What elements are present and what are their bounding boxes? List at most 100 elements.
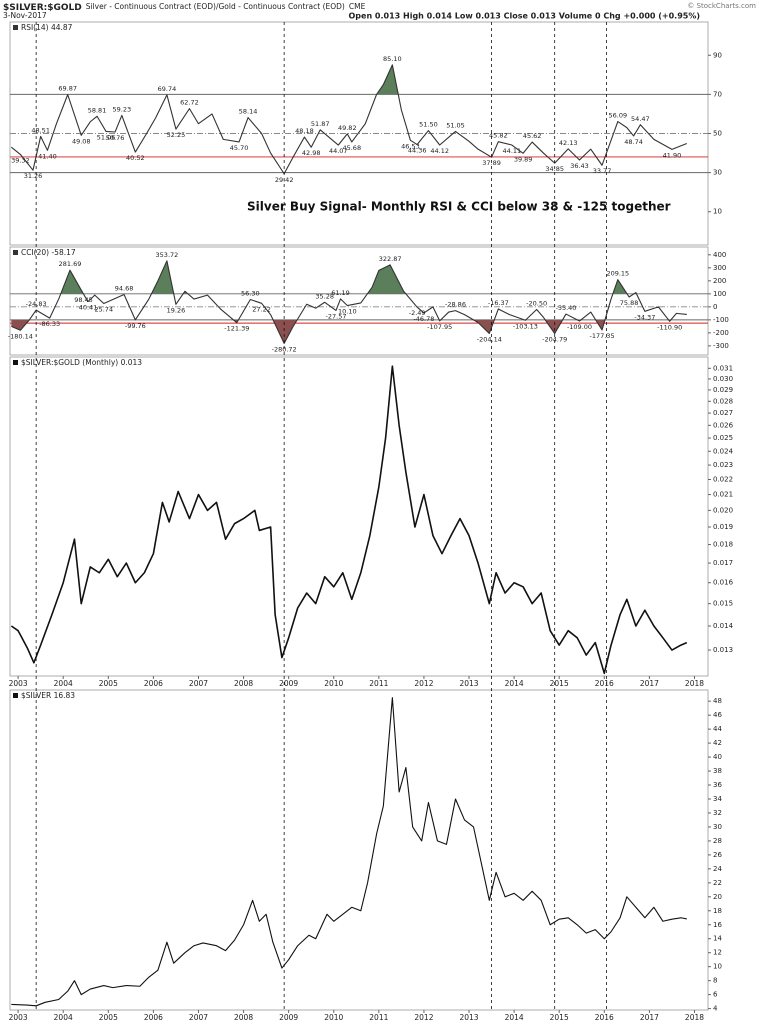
legend-label: RSI(14) 44.87	[21, 23, 73, 32]
y-tick-label: 0.018	[713, 541, 733, 549]
value-label: 56.30	[241, 290, 260, 298]
legend-label: $SILVER 16.83	[21, 691, 75, 700]
value-label: 50.76	[106, 134, 125, 142]
x-tick-label: 2015	[550, 679, 569, 688]
value-label: 61.19	[331, 289, 350, 297]
y-tick-label: 0.013	[713, 646, 733, 654]
panel-frame	[9, 246, 709, 356]
x-tick-label: 2006	[144, 1013, 163, 1022]
value-label: 322.87	[379, 255, 402, 263]
y-tick-label: 0.027	[713, 409, 733, 417]
value-label: -107.95	[427, 323, 452, 331]
legend-label: $SILVER:$GOLD (Monthly) 0.013	[21, 358, 142, 367]
series-line	[11, 697, 687, 1007]
value-label: 39.89	[514, 155, 533, 163]
value-label: 75.88	[620, 299, 639, 307]
series-line	[10, 365, 688, 675]
value-label: 49.08	[72, 137, 91, 145]
value-label: 44.36	[408, 147, 427, 155]
value-label: 44.11	[503, 147, 522, 155]
value-label: 37.89	[482, 159, 501, 167]
x-tick-label: 2014	[505, 679, 524, 688]
value-label: -180.14	[8, 332, 33, 340]
value-label: 54.47	[631, 115, 650, 123]
value-label: -110.90	[657, 323, 682, 331]
value-label: -46.78	[413, 315, 434, 323]
value-label: -121.39	[224, 325, 249, 333]
y-tick-label: 44	[713, 725, 722, 733]
value-label: -20.50	[526, 300, 547, 308]
x-tick-label: 2010	[324, 1013, 343, 1022]
y-tick-label: 16	[713, 921, 722, 929]
y-tick-label: 4	[713, 1005, 718, 1013]
value-label: 31.26	[24, 172, 43, 180]
value-label: 46.53	[401, 142, 420, 150]
y-tick-label: 0.020	[713, 506, 733, 514]
value-label: 19.26	[167, 306, 186, 314]
x-tick-label: 2011	[369, 679, 388, 688]
x-tick-label: 2018	[685, 679, 704, 688]
legend-label: CCI(20) -58.17	[21, 248, 76, 257]
value-label: 45.62	[523, 132, 542, 140]
value-label: -2.49	[409, 309, 426, 317]
y-tick-label: 0.029	[713, 386, 733, 394]
value-label: 45.68	[342, 144, 361, 152]
x-tick-label: 2006	[144, 679, 163, 688]
value-label: 44.12	[430, 147, 449, 155]
value-label: 58.14	[239, 108, 258, 116]
value-label: -177.35	[589, 332, 614, 340]
value-label: 40.41	[79, 304, 98, 312]
x-tick-label: 2011	[369, 1013, 388, 1022]
y-tick-label: 34	[713, 795, 722, 803]
x-tick-label: 2009	[279, 1013, 298, 1022]
value-label: 45.82	[489, 132, 508, 140]
x-tick-label: 2007	[189, 679, 208, 688]
y-tick-label: 40	[713, 753, 722, 761]
y-tick-label: 400	[713, 251, 726, 259]
panel-frame	[9, 356, 709, 677]
y-tick-label: 300	[713, 264, 726, 272]
y-tick-label: 32	[713, 809, 722, 817]
x-tick-label: 2008	[234, 1013, 253, 1022]
y-tick-label: 90	[713, 51, 722, 59]
y-tick-label: 12	[713, 949, 722, 957]
value-label: 52.25	[167, 131, 186, 139]
value-label: 44.07	[329, 147, 348, 155]
legend-swatch	[13, 360, 18, 365]
value-label: 33.77	[593, 167, 612, 175]
value-label: -27.57	[326, 312, 347, 320]
y-tick-label: 0.017	[713, 559, 733, 567]
x-tick-label: 2003	[9, 679, 28, 688]
value-label: 48.74	[624, 138, 643, 146]
legend-swatch	[13, 25, 18, 30]
x-tick-label: 2005	[99, 679, 118, 688]
value-label: 48.18	[295, 127, 314, 135]
value-label: 85.10	[383, 55, 402, 63]
x-tick-label: 2008	[234, 679, 253, 688]
value-label: 39.32	[11, 156, 30, 164]
x-tick-label: 2014	[505, 1013, 524, 1022]
y-tick-label: 0.016	[713, 579, 734, 587]
value-label: 59.23	[113, 105, 132, 113]
date: 3-Nov-2017	[3, 11, 47, 20]
y-tick-label: 0.022	[713, 475, 733, 483]
x-tick-label: 2009	[279, 679, 298, 688]
value-label: -109.00	[567, 323, 592, 331]
value-label: 48.51	[31, 126, 50, 134]
value-label: 36.43	[570, 162, 589, 170]
y-tick-label: 28	[713, 837, 722, 845]
value-label: -204.79	[542, 336, 567, 344]
value-label: 34.85	[545, 165, 564, 173]
y-tick-label: 0.024	[713, 447, 734, 455]
value-label: 51.06	[97, 133, 116, 141]
y-tick-label: 14	[713, 935, 722, 943]
value-label: 353.72	[156, 251, 179, 259]
value-label: 40.52	[126, 154, 145, 162]
value-label: 42.98	[302, 149, 321, 157]
x-tick-label: 2016	[595, 679, 614, 688]
y-tick-label: 100	[713, 290, 726, 298]
value-label: 69.74	[158, 85, 177, 93]
y-tick-label: 46	[713, 711, 722, 719]
annotation: Silver Buy Signal- Monthly RSI & CCI bel…	[247, 200, 671, 214]
y-tick-label: 26	[713, 851, 722, 859]
